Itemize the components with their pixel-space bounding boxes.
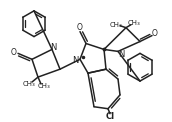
Text: N: N xyxy=(72,56,78,65)
Text: CH₃: CH₃ xyxy=(38,83,50,89)
Text: CH₃: CH₃ xyxy=(23,81,35,87)
Text: N: N xyxy=(50,43,56,52)
Text: O: O xyxy=(11,48,17,57)
Text: Cl: Cl xyxy=(105,112,115,121)
Text: O: O xyxy=(152,29,158,38)
Text: CH₃: CH₃ xyxy=(110,22,122,28)
Text: N: N xyxy=(118,50,124,59)
Text: O: O xyxy=(77,23,83,32)
Text: CH₃: CH₃ xyxy=(128,20,140,26)
